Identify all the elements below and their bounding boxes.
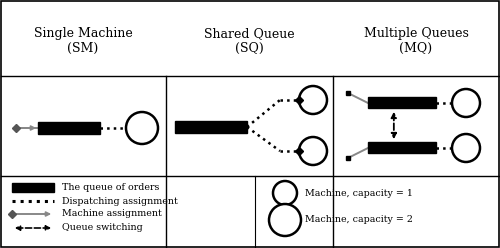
Bar bbox=[12, 183, 54, 192]
Text: The queue of orders: The queue of orders bbox=[62, 184, 160, 192]
Text: Machine, capacity = 2: Machine, capacity = 2 bbox=[305, 216, 413, 224]
Text: Shared Queue
(SQ): Shared Queue (SQ) bbox=[204, 27, 294, 55]
Circle shape bbox=[126, 112, 158, 144]
Circle shape bbox=[299, 137, 327, 165]
Circle shape bbox=[452, 134, 480, 162]
Text: Queue switching: Queue switching bbox=[62, 223, 143, 233]
Circle shape bbox=[452, 89, 480, 117]
Text: Machine, capacity = 1: Machine, capacity = 1 bbox=[305, 188, 413, 197]
Text: Dispatching assignment: Dispatching assignment bbox=[62, 196, 178, 206]
Text: Machine assignment: Machine assignment bbox=[62, 210, 162, 218]
Bar bbox=[368, 142, 436, 153]
Circle shape bbox=[299, 86, 327, 114]
Bar bbox=[38, 122, 100, 134]
Circle shape bbox=[269, 204, 301, 236]
Text: Multiple Queues
(MQ): Multiple Queues (MQ) bbox=[364, 27, 469, 55]
Bar bbox=[368, 97, 436, 108]
Circle shape bbox=[273, 181, 297, 205]
Bar bbox=[175, 121, 247, 133]
Text: Single Machine
(SM): Single Machine (SM) bbox=[34, 27, 132, 55]
